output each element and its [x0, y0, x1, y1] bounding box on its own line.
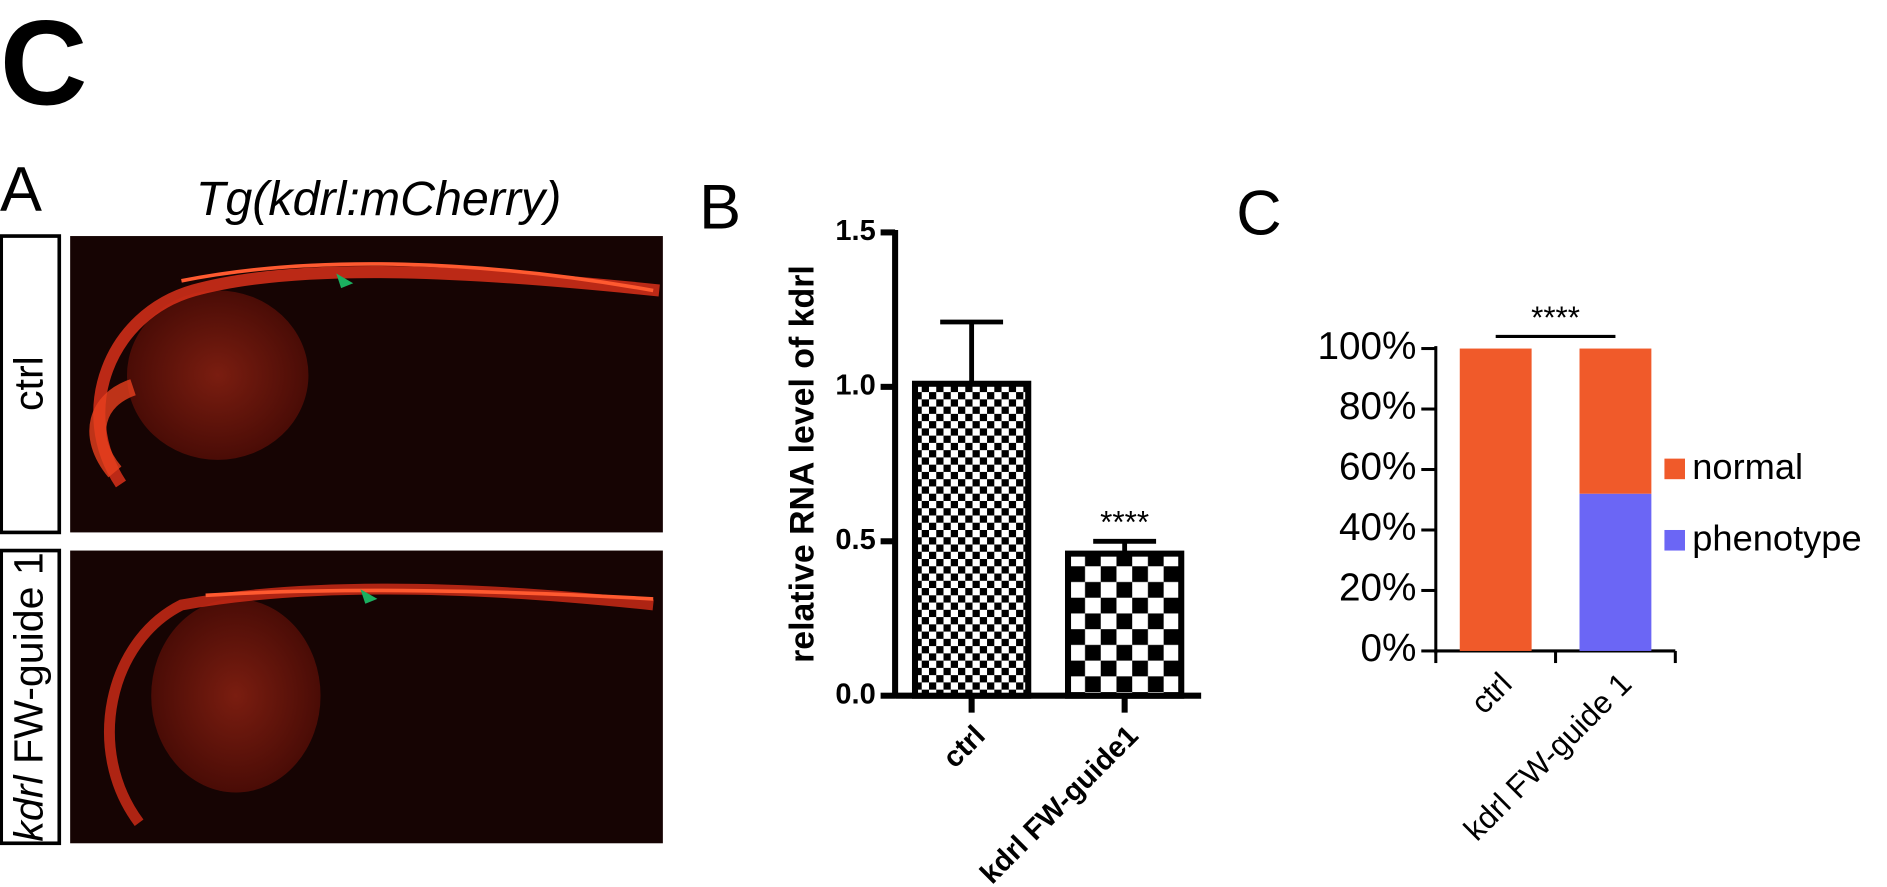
y-tick-label: 100%: [1318, 325, 1417, 368]
row-label: ctrl: [5, 356, 51, 411]
embryo-image: [70, 550, 663, 844]
y-tick-label: 1.5: [835, 215, 875, 247]
row-label-box: [0, 234, 62, 535]
y-tick-label: 0.5: [835, 524, 875, 556]
annotation: ****: [1531, 300, 1580, 335]
y-tick-label: 20%: [1339, 567, 1416, 610]
x-tick-label: ctrl: [1464, 666, 1518, 720]
y-tick-label: 0%: [1361, 627, 1417, 670]
bar-segment: [1579, 493, 1652, 651]
row-label-box: [0, 548, 62, 846]
y-tick-label: 60%: [1339, 446, 1416, 489]
bar-segment: [1579, 348, 1652, 494]
legend-swatch: [1664, 529, 1685, 551]
bar-segment: [1459, 348, 1532, 651]
x-tick-label: kdrl FW-guide1: [974, 720, 1144, 887]
y-tick-label: 40%: [1339, 506, 1416, 549]
y-axis-label: relative RNA level of kdrl: [783, 265, 821, 663]
y-tick-label: 1.0: [835, 370, 875, 402]
row-label: kdrl FW-guide 1: [5, 552, 51, 841]
y-tick-label: 80%: [1339, 385, 1416, 428]
embryo-image: [70, 236, 663, 533]
legend-swatch: [1664, 458, 1685, 480]
legend-label: normal: [1692, 446, 1803, 487]
annotation: ****: [1100, 505, 1149, 540]
figure-letter: C: [0, 0, 87, 131]
legend-label: phenotype: [1692, 517, 1861, 558]
x-tick-label: ctrl: [937, 720, 992, 775]
panel-label: C: [1236, 179, 1281, 249]
panel-title: Tg(kdrl:mCherry): [196, 172, 562, 226]
bar: [1064, 550, 1185, 699]
y-tick-label: 0.0: [835, 678, 875, 710]
bar: [911, 380, 1032, 699]
panel-label: A: [0, 154, 42, 224]
panel-label: B: [699, 172, 741, 242]
